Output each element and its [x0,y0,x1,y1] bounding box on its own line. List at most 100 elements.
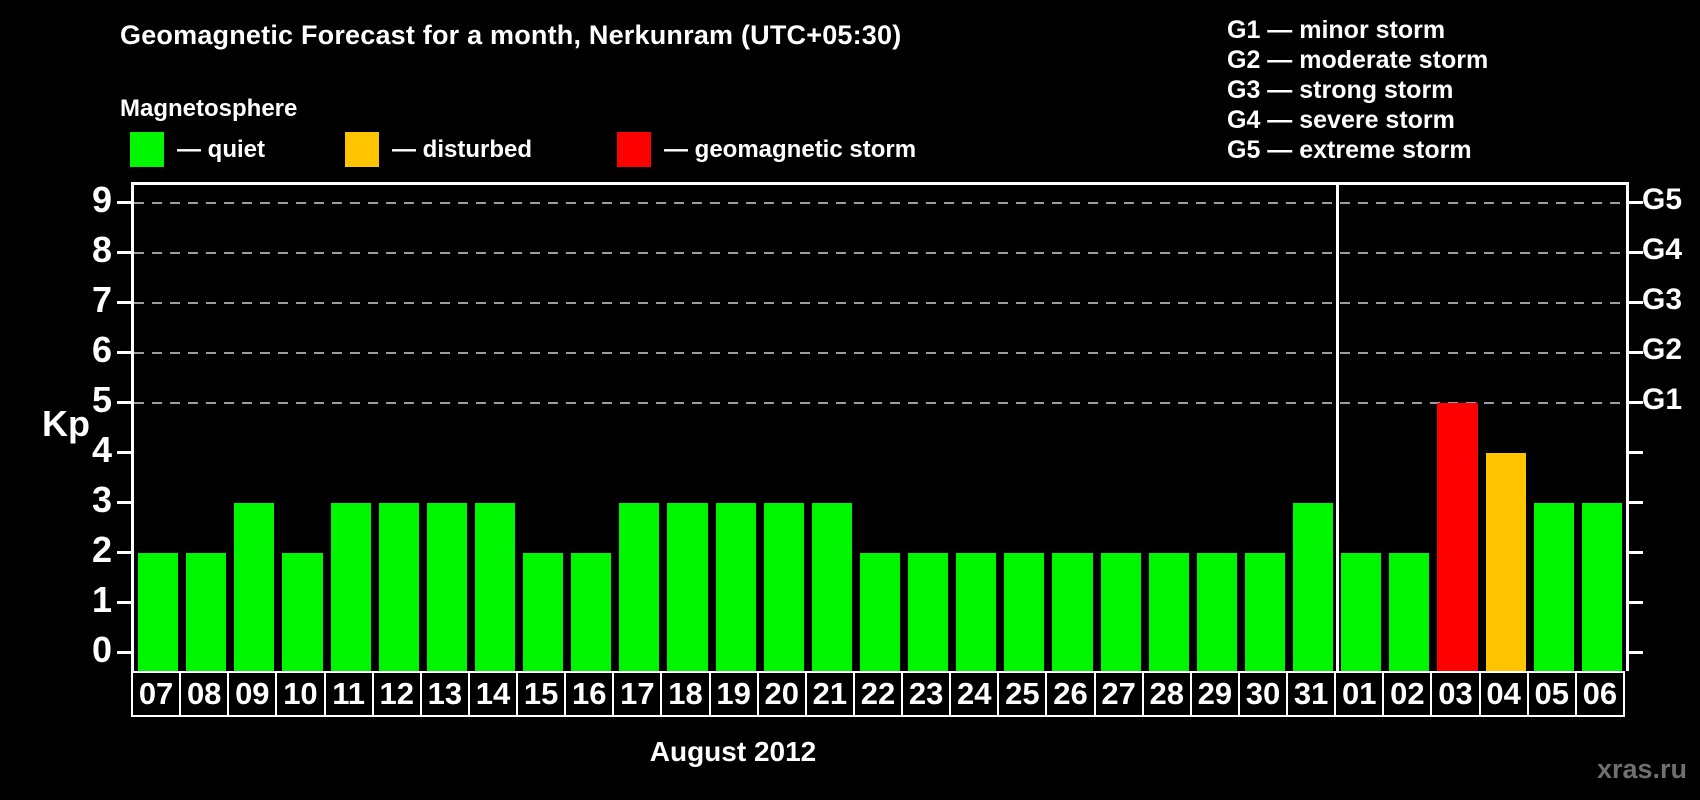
kp-bar-day-05 [1533,503,1574,671]
y-tick-right-5 [1629,401,1643,404]
right-axis-label-g5: G5 [1642,183,1683,216]
day-label-cell-02: 02 [1382,671,1433,717]
g-legend-line-3: G3 — strong storm [1227,76,1454,104]
chart-title: Geomagnetic Forecast for a month, Nerkun… [120,20,902,50]
gridline-g5 [134,202,1626,204]
kp-bar-day-19 [715,503,756,671]
y-axis-label-7: 7 [91,279,112,320]
y-axis-label-8: 8 [91,229,112,270]
kp-bar-day-17 [619,503,660,671]
watermark: xras.ru [1596,754,1687,784]
kp-bar-day-14 [474,503,516,671]
day-label-cell-20: 20 [756,671,807,717]
y-tick-left-1 [117,601,131,604]
kp-bar-day-09 [234,503,275,671]
gridline-g4 [134,252,1626,254]
day-label-cell-01: 01 [1334,671,1385,717]
day-label-cell-09: 09 [227,671,278,717]
storm-color-swatch [617,132,651,167]
kp-bar-day-12 [378,503,419,671]
right-axis-label-g1: G1 [1642,383,1683,416]
kp-bar-day-18 [667,503,708,671]
y-tick-left-6 [117,351,131,354]
kp-bar-day-26 [1052,553,1093,671]
day-label-cell-25: 25 [997,671,1048,717]
gridline-g2 [134,352,1626,354]
quiet-color-swatch [130,132,164,167]
day-label-cell-14: 14 [467,671,519,717]
y-tick-left-0 [117,651,131,654]
kp-bar-day-07 [138,553,179,671]
day-label-cell-22: 22 [852,671,904,717]
kp-bar-day-06 [1581,503,1622,671]
day-label-cell-28: 28 [1141,671,1192,717]
day-label-cell-26: 26 [1045,671,1096,717]
day-label-cell-16: 16 [564,671,615,717]
kp-bar-day-16 [571,553,612,671]
y-tick-left-8 [117,251,131,254]
y-axis-label-0: 0 [91,629,112,670]
day-label-cell-24: 24 [949,671,1000,717]
day-label-cell-11: 11 [323,671,374,717]
y-tick-right-6 [1629,351,1643,354]
kp-bar-day-01 [1341,553,1382,671]
day-label-cell-05: 05 [1526,671,1577,717]
kp-bar-day-21 [811,503,852,671]
day-label-cell-19: 19 [708,671,759,717]
y-axis-label-3: 3 [91,479,112,520]
y-axis-label-9: 9 [91,179,112,220]
g-legend-line-1: G1 — minor storm [1227,16,1446,44]
month-label: August 2012 [649,736,817,767]
day-label-cell-15: 15 [516,671,567,717]
kp-bar-day-23 [908,553,949,671]
day-label-cell-18: 18 [660,671,711,717]
kp-bar-day-02 [1389,553,1430,671]
y-tick-right-1 [1629,601,1643,604]
kp-bar-day-27 [1100,553,1141,671]
y-axis-label-2: 2 [91,529,112,570]
day-label-cell-06: 06 [1574,671,1625,717]
kp-bar-day-04 [1485,453,1526,671]
y-tick-right-8 [1629,251,1643,254]
g-legend-line-5: G5 — extreme storm [1227,136,1472,164]
day-label-cell-23: 23 [901,671,952,717]
y-axis-label-5: 5 [91,379,112,420]
storm-legend-label: — geomagnetic storm [664,136,917,163]
day-label-cell-29: 29 [1189,671,1240,717]
day-label-cell-12: 12 [371,671,422,717]
y-axis-label-6: 6 [91,329,112,370]
kp-bar-day-13 [426,503,467,671]
kp-bar-day-30 [1244,553,1286,671]
y-tick-right-3 [1629,501,1643,504]
y-tick-right-7 [1629,301,1643,304]
kp-bar-day-24 [956,553,997,671]
day-label-cell-07: 07 [131,671,182,717]
day-label-cell-31: 31 [1286,671,1337,717]
kp-bar-day-29 [1196,553,1237,671]
g-legend-line-2: G2 — moderate storm [1227,46,1489,74]
g-scale-legend: G1 — minor storm G2 — moderate storm G3 — … [1227,15,1488,165]
day-label-cell-03: 03 [1430,671,1481,717]
y-axis-label-4: 4 [91,429,112,470]
day-label-cell-30: 30 [1237,671,1289,717]
day-label-cell-13: 13 [419,671,470,717]
day-label-cell-17: 17 [612,671,663,717]
kp-bar-day-10 [282,553,323,671]
right-axis-label-g3: G3 [1642,283,1683,316]
quiet-legend-label: — quiet [177,136,265,163]
kp-bar-day-15 [523,553,564,671]
kp-bar-day-08 [186,553,227,671]
kp-bar-day-22 [859,553,901,671]
plot-area [117,182,1643,671]
right-axis-label-g4: G4 [1642,233,1683,266]
day-label-cell-08: 08 [179,671,230,717]
g-legend-line-4: G4 — severe storm [1227,106,1455,134]
y-tick-right-9 [1629,201,1643,204]
y-tick-left-7 [117,301,131,304]
day-label-cell-10: 10 [275,671,326,717]
y-tick-left-2 [117,551,131,554]
disturbed-legend-label: — disturbed [392,136,533,163]
kp-bar-day-28 [1148,553,1189,671]
y-tick-left-9 [117,201,131,204]
y-tick-left-5 [117,401,131,404]
